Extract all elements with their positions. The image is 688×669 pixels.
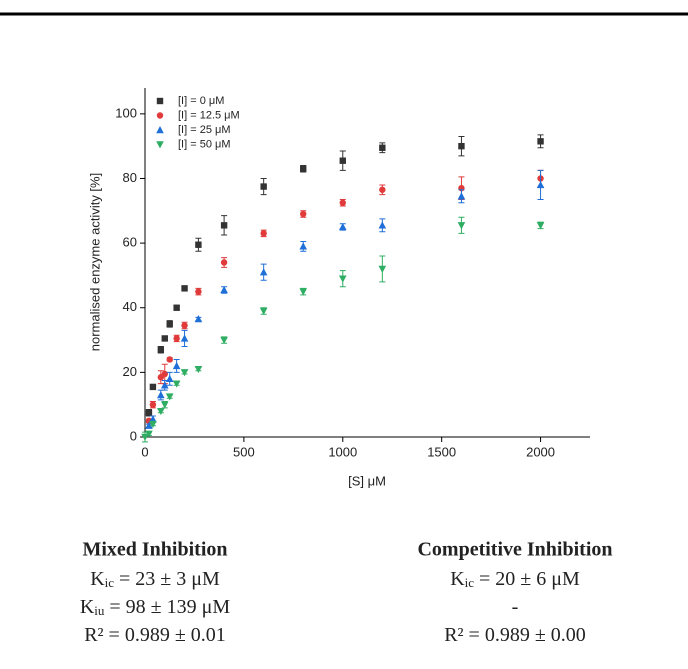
stats-title: Mixed Inhibition xyxy=(82,539,227,561)
data-point xyxy=(181,322,188,329)
subscript: ic xyxy=(105,575,115,590)
y-tick-label: 100 xyxy=(115,105,137,120)
y-tick-label: 60 xyxy=(123,235,137,250)
value-text: R² = 0.989 ± 0.00 xyxy=(444,624,586,646)
data-point xyxy=(172,380,181,388)
data-point xyxy=(457,192,466,200)
legend-label: [I] = 50 μM xyxy=(178,138,231,150)
data-point xyxy=(220,285,228,294)
data-point xyxy=(166,320,173,328)
data-point xyxy=(300,210,307,218)
y-tick-label: 40 xyxy=(123,299,137,314)
data-point xyxy=(339,157,346,164)
x-tick-label: 500 xyxy=(233,444,255,459)
data-point xyxy=(173,335,180,342)
data-point xyxy=(180,369,189,377)
data-point xyxy=(260,183,267,190)
data-point xyxy=(537,138,544,145)
legend-marker xyxy=(156,126,164,134)
data-point xyxy=(195,241,202,248)
x-axis-label: [S] μM xyxy=(348,473,386,488)
data-point xyxy=(161,335,168,342)
data-point xyxy=(458,142,465,150)
symbol: K xyxy=(90,568,105,590)
data-point xyxy=(173,304,180,311)
data-point xyxy=(165,374,174,383)
y-tick-label: 20 xyxy=(123,364,137,379)
data-point xyxy=(145,409,153,416)
value-text: = 20 ± 6 μM xyxy=(474,568,580,590)
x-tick-label: 2000 xyxy=(526,444,555,459)
legend-marker xyxy=(156,141,164,149)
stats-line: R² = 0.989 ± 0.01 xyxy=(84,624,226,646)
data-point xyxy=(161,370,168,378)
data-point xyxy=(145,430,153,438)
data-point xyxy=(299,288,308,296)
stats-line: Kiu = 98 ± 139 μM xyxy=(80,596,231,618)
data-point xyxy=(181,285,188,292)
data-point xyxy=(379,144,386,151)
data-point xyxy=(259,307,268,315)
data-point xyxy=(157,346,165,353)
y-tick-label: 80 xyxy=(123,170,137,185)
data-point xyxy=(172,361,181,370)
legend-label: [I] = 12.5 μM xyxy=(178,109,240,121)
data-point xyxy=(378,221,387,229)
legend-label: [I] = 0 μM xyxy=(178,95,224,107)
x-tick-label: 1500 xyxy=(427,444,456,459)
y-tick-label: 0 xyxy=(130,428,137,443)
data-point xyxy=(157,407,165,416)
subscript: iu xyxy=(94,603,105,618)
value-text: R² = 0.989 ± 0.01 xyxy=(84,624,226,646)
data-point xyxy=(338,222,347,231)
stats-line: R² = 0.989 ± 0.00 xyxy=(444,624,586,646)
legend-label: [I] = 25 μM xyxy=(178,124,231,136)
stats-line: Kic = 20 ± 6 μM xyxy=(450,568,580,590)
data-point xyxy=(536,222,545,230)
x-tick-label: 0 xyxy=(141,444,148,459)
data-point xyxy=(195,288,202,295)
data-point xyxy=(145,421,153,429)
value-text: - xyxy=(512,596,519,618)
data-point xyxy=(536,180,545,189)
x-tick-label: 1000 xyxy=(328,444,357,459)
data-point xyxy=(157,390,165,399)
data-point xyxy=(220,259,228,266)
subscript: ic xyxy=(465,575,475,590)
data-point xyxy=(149,420,157,429)
legend-marker xyxy=(156,97,164,105)
data-point xyxy=(194,315,203,323)
data-point xyxy=(180,334,189,342)
data-point xyxy=(149,383,157,391)
data-point xyxy=(149,415,157,423)
stats-line: - xyxy=(512,596,519,618)
data-point xyxy=(379,186,386,193)
data-point xyxy=(300,165,307,172)
data-point xyxy=(166,356,173,363)
data-point xyxy=(259,268,268,276)
data-point xyxy=(457,222,466,230)
data-point xyxy=(338,275,347,283)
data-point xyxy=(378,265,387,273)
value-text: = 23 ± 3 μM xyxy=(114,568,220,590)
data-point xyxy=(149,401,157,408)
data-point xyxy=(220,336,228,345)
data-point xyxy=(339,199,346,206)
data-point xyxy=(220,222,228,229)
symbol: K xyxy=(80,596,95,618)
data-point xyxy=(194,365,203,374)
data-point xyxy=(299,242,308,250)
data-point xyxy=(160,401,169,409)
stats-title: Competitive Inhibition xyxy=(417,539,612,561)
value-text: = 98 ± 139 μM xyxy=(104,596,230,618)
data-point xyxy=(165,393,174,401)
stats-line: Kic = 23 ± 3 μM xyxy=(90,568,220,590)
data-point xyxy=(160,381,169,389)
symbol: K xyxy=(450,568,465,590)
y-axis-label: normalised enzyme activity [%] xyxy=(87,173,102,351)
legend-marker xyxy=(156,112,164,119)
data-point xyxy=(260,230,267,237)
